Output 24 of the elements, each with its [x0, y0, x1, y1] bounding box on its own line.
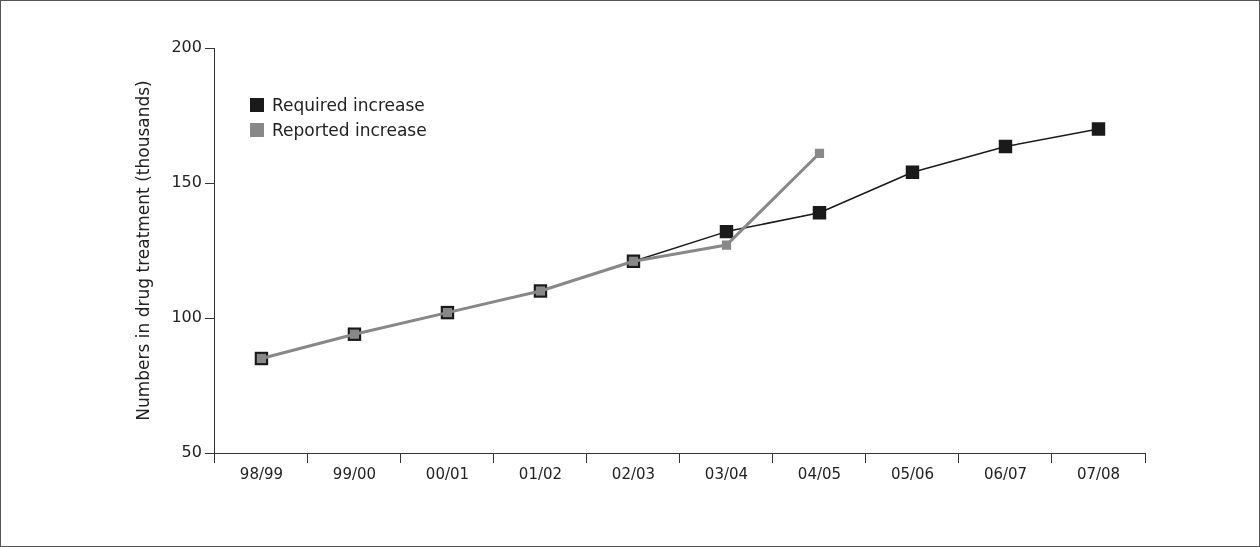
x-tick-label: 06/07	[983, 464, 1028, 483]
x-tick-label: 04/05	[797, 464, 842, 483]
y-tick-label: 100	[171, 307, 202, 327]
y-tick-label: 200	[171, 37, 202, 57]
x-tick-label: 03/04	[704, 464, 749, 483]
point	[998, 139, 1013, 154]
y-tick-label: 150	[171, 172, 202, 192]
x-tick-label: 05/06	[890, 464, 935, 483]
x-tick-label: 00/01	[425, 464, 470, 483]
x-tick-label: 02/03	[611, 464, 656, 483]
legend-label: Required increase	[272, 94, 425, 115]
legend-label: Reported increase	[272, 119, 427, 140]
y-tick-label: 50	[181, 442, 202, 462]
x-tick-label: 07/08	[1076, 464, 1121, 483]
x-tick-label: 98/99	[239, 464, 284, 483]
point	[1091, 122, 1106, 136]
y-axis-title: Numbers in drug treatment (thousands)	[132, 80, 153, 421]
point	[814, 148, 825, 158]
point	[812, 205, 827, 220]
x-tick-label: 99/00	[332, 464, 377, 483]
x-tick-label: 01/02	[518, 464, 563, 483]
point	[905, 165, 920, 179]
point	[719, 224, 734, 239]
point	[721, 240, 732, 250]
